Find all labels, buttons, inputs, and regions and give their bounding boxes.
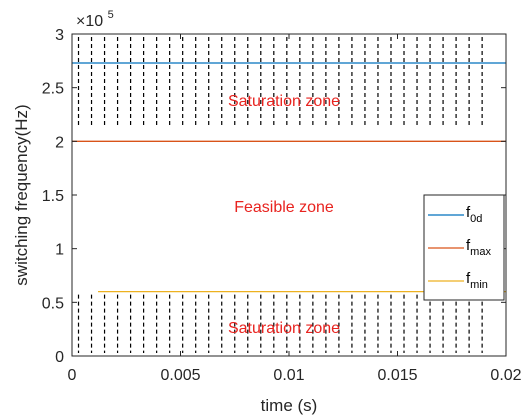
x-axis-label: time (s) — [261, 396, 318, 415]
x-tick-label: 0.005 — [160, 367, 200, 384]
y-tick-label: 0.5 — [42, 295, 64, 312]
y-tick-label: 3 — [55, 27, 64, 44]
feasible-zone-label: Feasible zone — [234, 199, 334, 216]
y-exponent-label: ×10 5 — [76, 9, 114, 30]
legend-label-sub: 0d — [470, 213, 482, 225]
legend-label-0d: f0d — [466, 204, 482, 225]
y-axis-label: switching frequency(Hz) — [12, 104, 31, 285]
legend-label-max: fmax — [466, 237, 491, 258]
x-tick-label: 0 — [68, 367, 77, 384]
y-tick-label: 1 — [55, 242, 64, 259]
upper-saturation-zone-label: Saturation zone — [228, 93, 340, 110]
y-exponent-base: ×10 — [76, 13, 103, 30]
legend-label-main: f — [466, 270, 471, 287]
x-tick-label: 0.02 — [490, 367, 521, 384]
x-tick-label: 0.015 — [377, 367, 417, 384]
lower-saturation-zone-label: Saturation zone — [228, 320, 340, 337]
y-tick-label: 0 — [55, 349, 64, 366]
y-tick-label: 2.5 — [42, 81, 64, 98]
axis-ticks: 0 0.005 0.01 0.015 0.02 0 0.5 1 1.5 2 2.5 3 — [42, 27, 522, 384]
switching-pulses — [77, 37, 483, 353]
legend-label-main: f — [466, 204, 471, 221]
y-tick-label: 1.5 — [42, 188, 64, 205]
x-tick-label: 0.01 — [273, 367, 304, 384]
y-exponent-power: 5 — [108, 9, 114, 21]
legend-label-main: f — [466, 237, 471, 254]
legend-label-sub: min — [470, 279, 488, 291]
legend-label-sub: max — [470, 246, 491, 258]
legend-label-min: fmin — [466, 270, 488, 291]
y-tick-label: 2 — [55, 134, 64, 151]
